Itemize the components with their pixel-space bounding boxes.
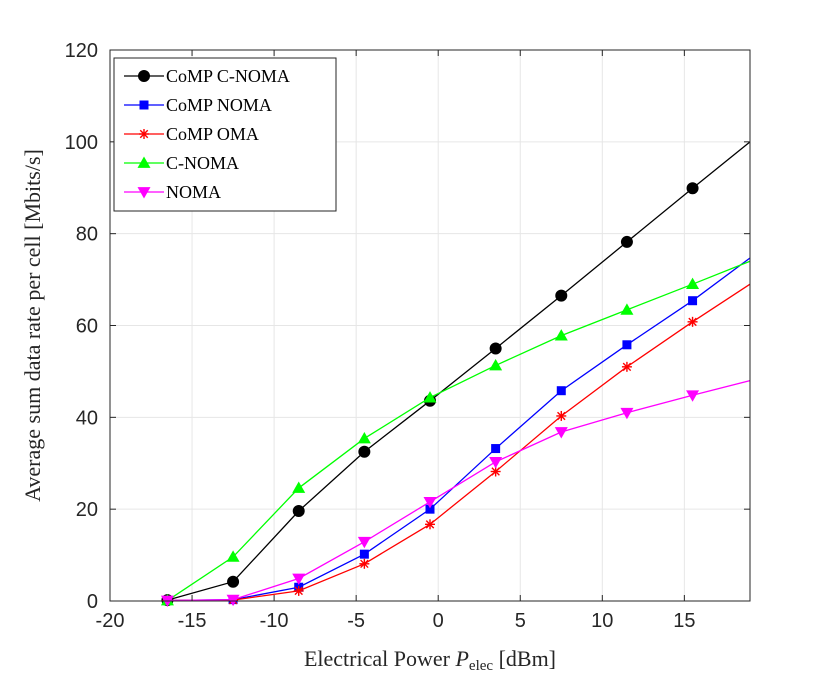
data-point [621,361,632,372]
data-point [227,575,240,588]
data-point [489,358,503,371]
series-line [167,283,751,602]
y-tick-label: 80 [76,224,98,246]
data-point [686,182,699,195]
legend-marker [137,187,151,199]
legend-entry: NOMA [124,182,221,202]
data-point [359,549,369,559]
series-line [167,141,751,601]
data-point [423,496,437,509]
data-point [359,558,370,569]
data-point [292,573,306,586]
tick-layer: -20 -15 -10 -5 0 5 10 15 0 20 40 60 80 100 120 [65,40,750,632]
y-axis-label: Average sum data rate per cell [Mbits/s] [20,149,45,502]
legend-marker [137,156,151,168]
data-point [292,481,306,493]
x-axis-label: Electrical Power Pelec [dBm] [304,646,556,674]
legend-label: C-NOMA [166,153,239,173]
data-point [293,585,304,596]
x-axis-label-unit: [dBm] [493,646,556,671]
legend-marker [138,70,150,82]
data-point [554,427,568,439]
legend-label: CoMP OMA [166,124,259,144]
data-point [687,316,698,327]
data-point [620,303,634,315]
data-point [292,505,305,518]
legend-entry: CoMP OMA [124,124,259,144]
series-comp-noma [162,257,751,606]
y-tick-label: 60 [76,316,98,338]
series-line [167,257,751,602]
x-axis-label-main: Electrical Power [304,646,456,671]
series-line [167,260,751,602]
x-tick-label: -5 [347,610,365,632]
y-tick-label: 0 [87,591,98,613]
legend: CoMP C-NOMA CoMP NOMA CoMP OMA C-NOMA NOMA [113,57,337,212]
series-line [167,379,751,602]
x-tick-label: 15 [673,610,695,632]
data-point [425,519,435,530]
data-point [226,594,240,607]
data-point [686,277,700,290]
data-point [555,289,568,302]
y-tick-label: 40 [76,407,98,429]
series-layer [160,141,751,608]
x-tick-label: -20 [96,610,125,632]
x-tick-label: 0 [433,610,444,632]
x-tick-label: 10 [591,610,613,632]
series-c-noma [160,260,751,606]
data-point [425,504,435,514]
data-point [357,536,371,549]
data-point [423,391,437,403]
data-point [226,550,240,562]
data-point [491,444,501,454]
x-axis-label-symbol: P [454,646,468,671]
data-point [489,456,503,469]
y-tick-label: 100 [65,132,98,154]
data-point [489,342,502,355]
data-point [554,329,568,341]
x-axis-label-sub: elec [469,658,493,674]
legend-label: CoMP NOMA [166,95,272,115]
series-comp-oma [162,283,751,606]
data-point [358,445,371,458]
x-tick-label: -10 [260,610,289,632]
data-point [622,340,632,350]
x-tick-label: 5 [515,610,526,632]
legend-marker [139,100,149,110]
y-tick-label: 120 [65,40,98,62]
data-point [688,296,698,306]
x-tick-label: -15 [178,610,207,632]
legend-entry: C-NOMA [124,153,239,173]
legend-marker [139,129,149,139]
data-point [620,407,634,420]
legend-label: CoMP C-NOMA [166,66,290,86]
data-point [357,431,371,444]
data-point [620,235,633,248]
data-point [556,410,567,421]
data-point [686,390,700,402]
legend-entry: CoMP C-NOMA [124,66,290,86]
data-point [556,386,566,396]
legend-entry: CoMP NOMA [124,95,272,115]
y-tick-label: 20 [76,499,98,521]
legend-label: NOMA [166,182,221,202]
grid-lines [109,49,750,602]
series-noma [160,379,751,608]
